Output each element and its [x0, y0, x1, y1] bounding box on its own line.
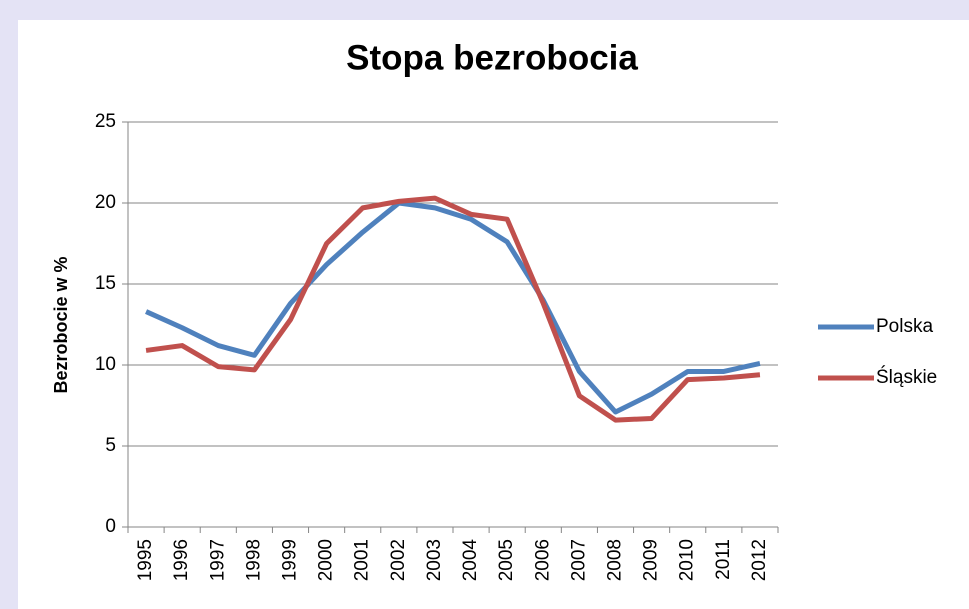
x-tick-label: 1998: [243, 539, 264, 581]
y-tick-label: 15: [95, 273, 116, 294]
x-tick-label: 2012: [749, 539, 770, 581]
x-tick-label: 2004: [460, 539, 481, 582]
chart-title: Stopa bezrobocia: [346, 38, 638, 77]
x-tick-label: 1996: [171, 539, 192, 581]
y-tick-label: 10: [95, 354, 116, 375]
y-tick-label: 5: [105, 435, 116, 456]
x-tick-label: 1999: [280, 539, 301, 581]
x-tick-label: 2010: [677, 539, 698, 581]
series-line: [145, 200, 761, 415]
x-tick-label: 2007: [568, 539, 589, 581]
x-tick-label: 2000: [316, 539, 337, 581]
x-tick-label: 2011: [713, 539, 734, 580]
legend-label: Śląskie: [876, 366, 937, 388]
x-tick-label: 2009: [641, 539, 662, 581]
y-tick-label: 25: [95, 111, 116, 132]
x-tick-label: 2006: [532, 539, 553, 581]
x-tick-label: 2005: [496, 539, 517, 581]
x-tick-label: 1997: [207, 539, 228, 581]
x-tick-label: 2008: [605, 539, 626, 581]
x-tick-label: 2003: [424, 539, 445, 581]
y-tick-label: 20: [95, 192, 116, 213]
x-tick-label: 2002: [388, 539, 409, 581]
x-tick-label: 2001: [352, 539, 373, 581]
frame-left: [0, 0, 18, 609]
series-line: [145, 195, 761, 423]
legend-label: Polska: [876, 316, 933, 337]
y-tick-label: 0: [105, 516, 116, 537]
frame-top: [0, 0, 969, 20]
y-axis-label: Bezrobocie w %: [51, 256, 71, 393]
x-tick-label: 1995: [135, 539, 156, 581]
